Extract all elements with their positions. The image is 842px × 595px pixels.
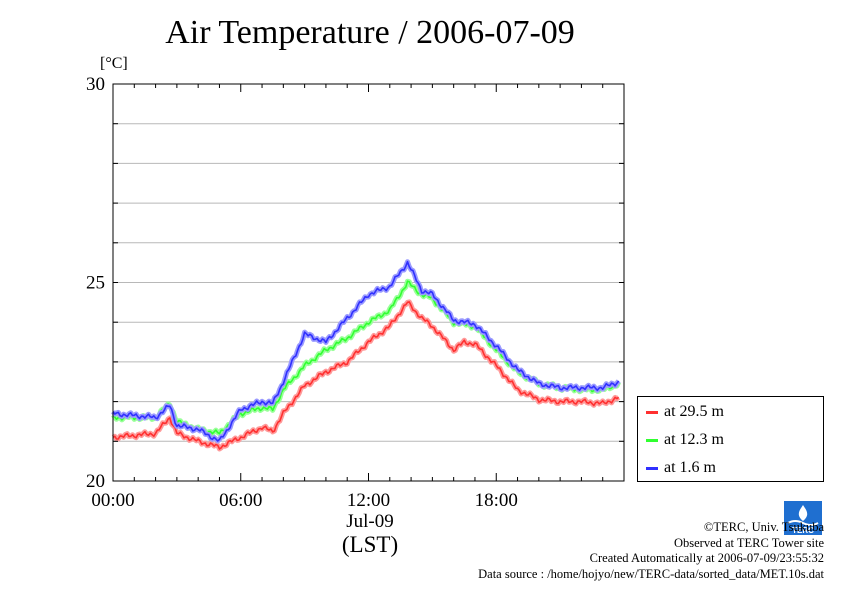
legend-swatch-29-5m (646, 410, 658, 414)
legend: at 29.5 m at 12.3 m at 1.6 m (637, 396, 824, 482)
series-line (112, 301, 620, 450)
y-tick-label: 20 (86, 471, 105, 492)
legend-item-29-5m: at 29.5 m (646, 402, 724, 422)
x-tick-label: 12:00 (347, 490, 390, 511)
series-line (112, 260, 620, 442)
x-tick-label: 18:00 (475, 490, 518, 511)
svg-text:TERC: TERC (792, 526, 814, 535)
created-text: Created Automatically at 2006-07-09/23:5… (589, 551, 824, 565)
site-text: Observed at TERC Tower site (673, 535, 824, 550)
copyright-text: ©TERC, Univ. Tsukuba (703, 520, 824, 534)
series-line (112, 280, 620, 435)
credits: ©TERC, Univ. Tsukuba Observed at TERC To… (478, 520, 824, 582)
legend-swatch-12-3m (646, 438, 658, 442)
legend-label: at 12.3 m (664, 431, 724, 448)
chart-title: Air Temperature / 2006-07-09 (165, 14, 575, 51)
y-tick-label: 25 (86, 273, 105, 294)
x-date-label: Jul-09 (346, 511, 394, 532)
legend-item-1-6m: at 1.6 m (646, 458, 716, 478)
series-halo (111, 278, 621, 437)
series-halo (111, 259, 621, 444)
legend-label: at 1.6 m (664, 459, 716, 476)
legend-label: at 29.5 m (664, 403, 724, 420)
series-layer (111, 259, 621, 452)
x-tick-label: 06:00 (219, 490, 262, 511)
x-axis-label: (LST) (341, 532, 399, 557)
grid-lines (113, 123, 624, 442)
terc-logo-icon: TERC (784, 501, 822, 535)
y-axis-unit-label: [°C] (100, 55, 128, 72)
y-tick-label: 30 (86, 74, 105, 95)
x-tick-label: 00:00 (91, 490, 134, 511)
legend-item-12-3m: at 12.3 m (646, 430, 724, 450)
axis-ticks: 20 25 30 00:00 06:00 12:00 18:00 (86, 74, 625, 511)
source-text: Data source : /home/hojyo/new/TERC-data/… (478, 566, 824, 581)
legend-swatch-1-6m (646, 466, 658, 470)
